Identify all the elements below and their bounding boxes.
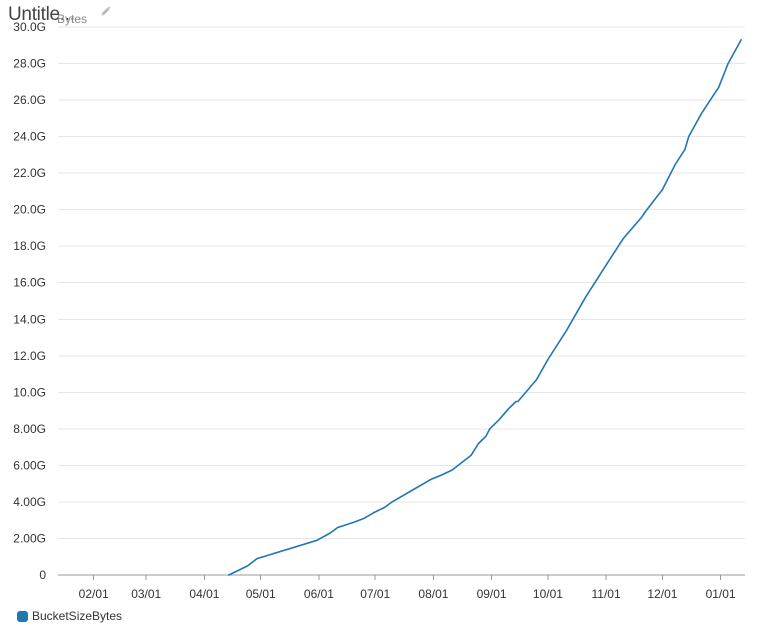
y-tick-label: 6.00G — [13, 458, 46, 472]
x-tick-label: 01/01 — [706, 587, 736, 601]
y-tick-label: 8.00G — [13, 422, 46, 436]
y-tick-label: 4.00G — [13, 495, 46, 509]
y-tick-label: 18.0G — [13, 239, 46, 253]
y-tick-label: 30.0G — [13, 20, 46, 34]
x-tick-label: 06/01 — [304, 587, 334, 601]
grid-lines — [58, 26, 745, 576]
x-tick-label: 11/01 — [592, 587, 621, 601]
y-tick-label: 28.0G — [13, 57, 46, 71]
y-tick-label: 12.0G — [13, 349, 46, 363]
x-tick-label: 07/01 — [360, 587, 390, 601]
series-line-bucket-size-bytes[interactable] — [228, 38, 743, 576]
y-tick-label: 0 — [39, 568, 46, 582]
x-tick-label: 08/01 — [418, 587, 448, 601]
x-tick-label: 12/01 — [647, 587, 677, 601]
x-tick-label: 04/01 — [189, 587, 219, 601]
series-layer — [228, 38, 743, 576]
legend-swatch-bucket-size-bytes[interactable] — [17, 610, 28, 622]
y-tick-label: 14.0G — [13, 312, 46, 326]
pencil-icon[interactable] — [99, 4, 113, 18]
y-tick-label: 24.0G — [13, 130, 46, 144]
y-tick-label: 22.0G — [13, 166, 46, 180]
legend[interactable]: BucketSizeBytes — [17, 609, 122, 623]
x-tick-label: 02/01 — [79, 587, 109, 601]
y-tick-label: 26.0G — [13, 93, 46, 107]
y-axis-unit-label: Bytes — [57, 12, 88, 26]
x-tick-label: 05/01 — [246, 587, 276, 601]
y-tick-label: 10.0G — [13, 385, 46, 399]
y-tick-label: 2.00G — [13, 531, 46, 545]
chart-title[interactable]: Untitle... — [8, 4, 75, 25]
legend-label-bucket-size-bytes[interactable]: BucketSizeBytes — [32, 609, 123, 623]
y-tick-label: 16.0G — [13, 276, 46, 290]
x-tick-label: 03/01 — [131, 587, 161, 601]
y-tick-label: 20.0G — [13, 203, 46, 217]
x-tick-label: 09/01 — [477, 587, 507, 601]
x-axis: 02/01 03/01 04/01 05/01 06/01 07/01 08/01 09/01… — [79, 575, 736, 601]
x-tick-label: 10/01 — [533, 587, 563, 601]
y-axis: 0 2.00G 4.00G 6.00G 8.00G 10.0G 12.0G 14.0G 16.0… — [13, 20, 46, 582]
